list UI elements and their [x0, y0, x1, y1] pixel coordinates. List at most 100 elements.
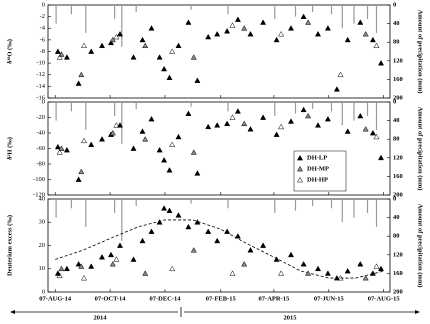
- data-point: [247, 30, 254, 37]
- data-point: [369, 270, 376, 276]
- data-point: [113, 256, 120, 262]
- x-tick-label: 07-AUG-14: [39, 295, 72, 302]
- y2-tick-label: 80: [393, 39, 400, 46]
- data-point: [324, 115, 331, 122]
- data-point: [116, 242, 124, 248]
- y2-tick-label: 40: [393, 214, 400, 221]
- year-label: 2015: [284, 314, 298, 321]
- data-point: [190, 247, 197, 253]
- data-point: [305, 19, 312, 25]
- arrow-head: [10, 310, 15, 314]
- fit-curve: [55, 219, 384, 279]
- data-point: [88, 141, 95, 147]
- data-point: [78, 168, 85, 175]
- y2-tick-label: 200: [393, 191, 403, 198]
- y-tick-label: -80: [36, 160, 45, 167]
- data-point: [247, 247, 254, 253]
- data-point: [241, 25, 248, 31]
- data-point: [169, 265, 176, 272]
- data-point: [142, 270, 149, 276]
- data-point: [214, 30, 221, 37]
- data-point: [116, 122, 124, 128]
- data-point: [78, 71, 85, 78]
- data-point: [229, 270, 236, 276]
- legend-label: DH-LP: [307, 154, 327, 161]
- data-point: [190, 54, 197, 60]
- data-point: [156, 146, 163, 153]
- y-tick-label: -16: [36, 94, 45, 101]
- y-tick-label: -100: [33, 176, 45, 183]
- y-tick-label: -60: [36, 145, 45, 152]
- y-tick-label: 30: [39, 219, 46, 226]
- data-point: [337, 71, 344, 78]
- data-point: [234, 16, 241, 22]
- y2-axis-title: Amount of precipitation (mm): [417, 204, 424, 288]
- data-point: [185, 110, 192, 116]
- data-point: [98, 254, 106, 260]
- y2-tick-label: 160: [393, 76, 403, 83]
- data-point: [229, 114, 236, 120]
- legend-label: DH-MP: [307, 165, 329, 172]
- data-point: [273, 256, 280, 262]
- legend-marker: [296, 176, 304, 183]
- data-point: [194, 219, 201, 225]
- data-point: [194, 77, 201, 83]
- data-point: [224, 120, 231, 127]
- y2-tick-label: 40: [393, 117, 400, 124]
- y2-tick-label: 200: [393, 94, 403, 101]
- data-point: [109, 129, 116, 136]
- data-point: [362, 274, 369, 281]
- data-point: [54, 143, 61, 150]
- data-point: [300, 13, 307, 19]
- panel-frame: [47, 198, 391, 293]
- data-point: [88, 263, 95, 269]
- data-point: [63, 265, 70, 272]
- legend-marker: [296, 165, 304, 172]
- data-point: [63, 54, 70, 60]
- y2-tick-label: 0: [393, 195, 396, 202]
- data-point: [324, 270, 331, 276]
- y-tick-label: -6: [40, 36, 46, 43]
- data-point: [333, 86, 340, 92]
- data-point: [142, 42, 149, 49]
- data-point: [80, 137, 88, 144]
- data-point: [344, 128, 351, 134]
- year-label: 2014: [94, 314, 108, 321]
- data-point: [148, 115, 155, 122]
- data-point: [357, 260, 364, 267]
- data-point: [56, 272, 63, 279]
- data-point: [314, 265, 322, 272]
- data-point: [260, 19, 267, 25]
- data-point: [166, 74, 173, 80]
- data-point: [78, 263, 85, 269]
- legend-marker: [296, 154, 304, 161]
- data-point: [337, 274, 344, 281]
- y2-tick-label: 80: [393, 136, 400, 143]
- y2-tick-label: 0: [393, 1, 396, 8]
- data-point: [113, 33, 120, 40]
- y-tick-label: 0: [42, 288, 45, 295]
- data-point: [260, 242, 267, 248]
- data-point: [214, 122, 221, 128]
- x-tick-label: 07-JUN-15: [314, 295, 345, 302]
- data-point: [148, 25, 155, 31]
- data-point: [130, 54, 137, 60]
- y2-tick-label: 160: [393, 270, 403, 277]
- data-point: [362, 126, 369, 132]
- x-tick-label: 07-OCT-14: [95, 295, 127, 302]
- data-point: [175, 42, 182, 49]
- data-point: [169, 141, 176, 147]
- y2-tick-label: 40: [393, 20, 400, 27]
- data-point: [58, 145, 65, 151]
- data-point: [373, 263, 380, 269]
- data-point: [130, 256, 137, 262]
- data-point: [278, 270, 285, 276]
- data-point: [229, 22, 236, 28]
- data-point: [80, 274, 88, 281]
- data-point: [109, 260, 116, 267]
- data-point: [175, 133, 182, 140]
- data-point: [314, 122, 322, 128]
- y-axis-title: δ¹⁸O (‰): [6, 39, 13, 64]
- data-point: [260, 114, 267, 120]
